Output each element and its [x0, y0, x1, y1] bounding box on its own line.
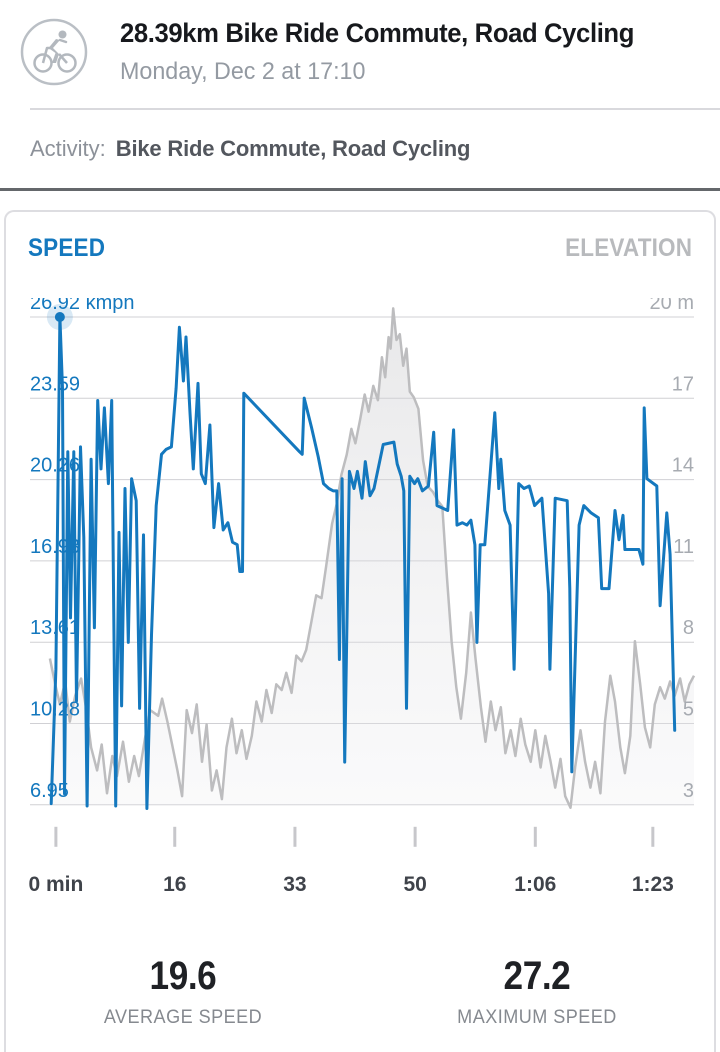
chart-svg[interactable]: 26.92 kmph 23.59 20.26 16.93 13.61 10.28 6.95 2… [6, 298, 714, 898]
y-axis-right-label: 14 [672, 455, 694, 477]
tab-elevation[interactable]: ELEVATION [564, 234, 692, 262]
x-axis-label: 50 [403, 873, 426, 896]
speed-line [49, 315, 677, 810]
y-axis-left-label: 20.26 [30, 455, 80, 477]
section-divider [0, 188, 720, 191]
chart-card: SPEED ELEVATION 26.92 kmph 23.59 20.26 16.9… [4, 210, 716, 1052]
average-speed-label: AVERAGE SPEED [103, 1007, 263, 1028]
x-axis-label: 1:06 [514, 873, 556, 896]
activity-row: Activity: Bike Ride Commute, Road Cycling [30, 136, 470, 162]
y-axis-left-label: 16.93 [30, 536, 80, 558]
y-axis-right-label: 20 m [650, 298, 694, 314]
speed-elevation-chart[interactable]: 26.92 kmph 23.59 20.26 16.93 13.61 10.28 6.95 2… [6, 298, 714, 898]
average-speed-value: 19.6 [149, 954, 217, 998]
y-axis-right-label: 11 [673, 536, 694, 558]
activity-datetime: Monday, Dec 2 at 17:10 [120, 58, 366, 85]
y-axis-left-label: 26.92 kmph [30, 298, 135, 314]
y-axis-left-label: 6.95 [30, 780, 69, 802]
maximum-speed-label: MAXIMUM SPEED [457, 1007, 617, 1028]
cycling-icon [20, 18, 88, 86]
y-axis-right-label: 5 [683, 699, 694, 721]
tab-speed[interactable]: SPEED [28, 234, 106, 262]
elevation-line [48, 307, 696, 809]
x-axis-label: 16 [163, 873, 186, 896]
maximum-speed-value: 27.2 [503, 954, 571, 998]
page-title: 28.39km Bike Ride Commute, Road Cycling [120, 18, 635, 48]
x-axis-label: 1:23 [632, 873, 674, 896]
average-speed-stat: 19.6 AVERAGE SPEED [6, 954, 360, 1029]
y-axis-left-label: 10.28 [30, 699, 80, 721]
x-axis-label: 33 [283, 873, 306, 896]
activity-value: Bike Ride Commute, Road Cycling [115, 136, 471, 161]
y-axis-right-label: 17 [672, 373, 694, 395]
stats-row: 19.6 AVERAGE SPEED 27.2 MAXIMUM SPEED [6, 954, 714, 1029]
elevation-area [49, 308, 694, 808]
y-axis-left-label: 23.59 [30, 373, 80, 395]
max-speed-marker [54, 312, 65, 322]
y-axis-left-label: 13.61 [30, 617, 80, 639]
maximum-speed-stat: 27.2 MAXIMUM SPEED [360, 954, 714, 1029]
y-axis-right-label: 3 [683, 780, 694, 802]
activity-label: Activity: [30, 136, 106, 161]
x-axis-label: 0 min [28, 873, 83, 896]
header-divider [30, 108, 720, 110]
y-axis-right-label: 8 [683, 617, 694, 639]
